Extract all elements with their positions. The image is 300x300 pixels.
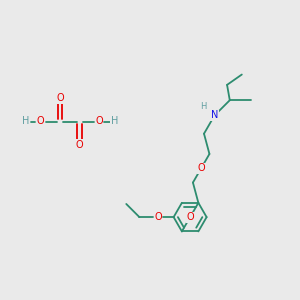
Text: O: O [56,93,64,103]
Text: H: H [111,116,118,127]
Text: O: O [186,212,194,222]
Text: O: O [197,163,205,173]
Text: H: H [22,116,29,127]
Text: O: O [154,212,162,222]
Text: O: O [95,116,103,127]
Text: N: N [211,110,218,121]
Text: H: H [200,102,206,111]
Text: O: O [37,116,44,127]
Text: O: O [76,140,83,150]
